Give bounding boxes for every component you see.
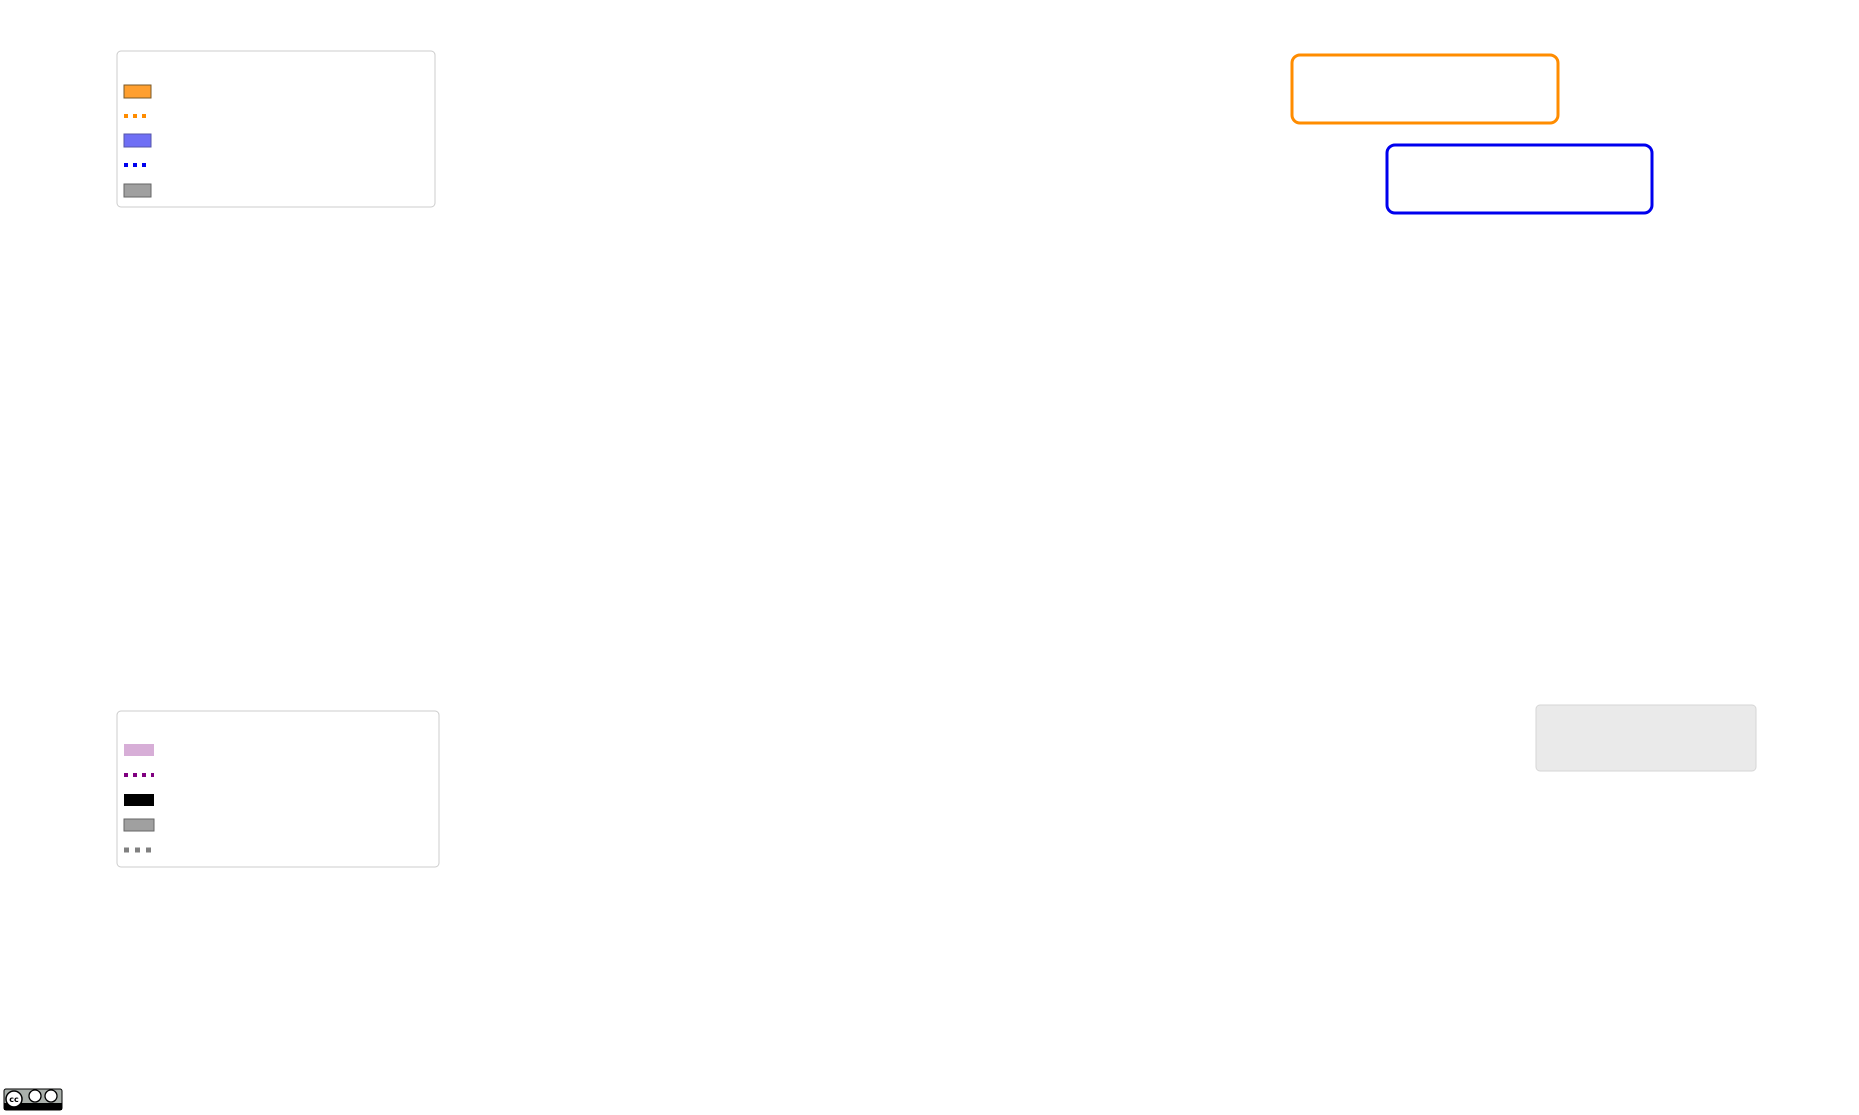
bottom-legend-box — [116, 710, 440, 868]
meldedatum-trend-frame — [1385, 143, 1654, 215]
todesfaelle-chart — [116, 704, 1757, 868]
nowcast-trend-frame — [1290, 53, 1560, 125]
legend-swatch-meldedatum — [123, 133, 152, 148]
cc-by-sa-icon: cc — [3, 1088, 63, 1111]
svg-text:cc: cc — [9, 1095, 19, 1104]
top-legend-box — [116, 50, 436, 208]
nowcast-trend-box — [1290, 53, 1560, 125]
legend-swatch-sterbedatum — [124, 794, 154, 806]
footer: cc — [3, 1088, 63, 1111]
nachmeldung-note — [1535, 704, 1757, 772]
legend-swatch-meldedatum-infektion — [124, 744, 154, 756]
note-box — [1535, 704, 1757, 772]
legend-swatch-berichtsdatum-deaths — [123, 818, 155, 832]
neuinfektionen-chart — [116, 50, 1654, 215]
bottom-legend — [116, 710, 440, 868]
legend-swatch-nowcast — [123, 84, 152, 99]
legend-swatch-berichtsdatum — [123, 183, 152, 198]
top-legend — [116, 50, 436, 208]
meldedatum-trend-box — [1385, 143, 1654, 215]
